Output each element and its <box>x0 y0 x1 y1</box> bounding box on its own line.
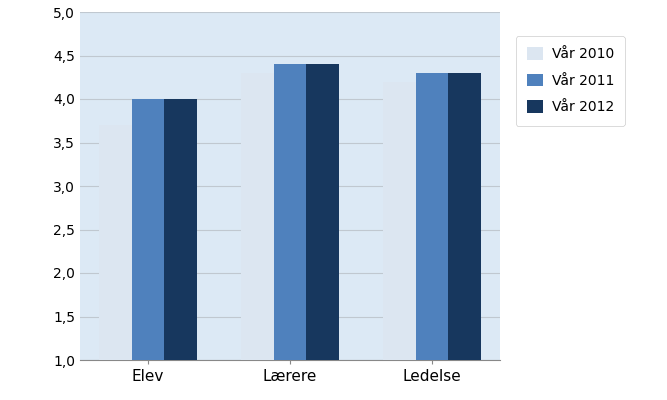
Bar <box>416 73 448 360</box>
Legend: Vår 2010, Vår 2011, Vår 2012: Vår 2010, Vår 2011, Vår 2012 <box>516 36 625 126</box>
Bar <box>132 99 165 360</box>
Bar <box>306 64 339 360</box>
Bar <box>274 64 306 360</box>
Bar <box>448 73 481 360</box>
Bar <box>165 99 197 360</box>
Bar <box>99 125 132 360</box>
Bar <box>241 73 274 360</box>
Bar <box>383 82 416 360</box>
